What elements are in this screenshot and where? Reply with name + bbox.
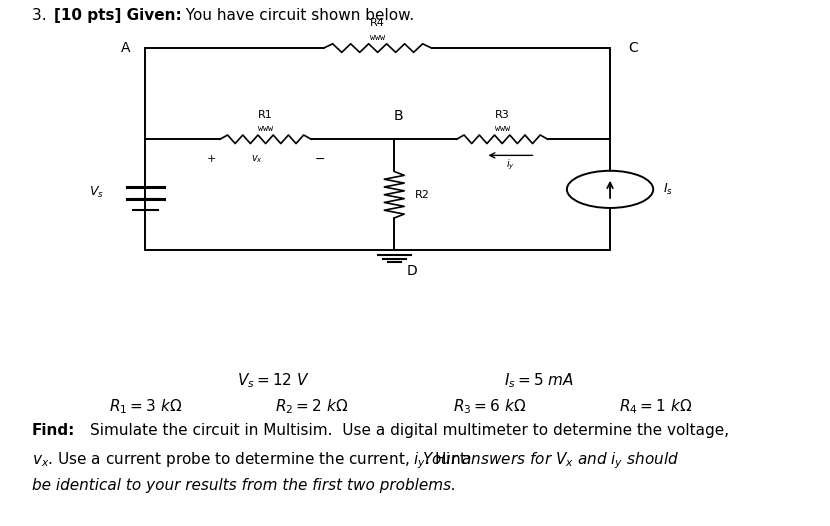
Text: You have circuit shown below.: You have circuit shown below. <box>176 8 414 23</box>
Text: +: + <box>207 154 217 164</box>
Text: D: D <box>407 265 417 278</box>
Text: $v_x$: $v_x$ <box>251 153 263 165</box>
Text: −: − <box>315 153 325 166</box>
Text: Your answers for $V_x$ and $i_y$ should: Your answers for $V_x$ and $i_y$ should <box>422 451 679 471</box>
Text: $v_x$. Use a current probe to determine the current, $i_y$. Hint:: $v_x$. Use a current probe to determine … <box>32 451 472 471</box>
Text: www: www <box>495 124 510 133</box>
Text: www: www <box>258 124 273 133</box>
Text: [10 pts] Given:: [10 pts] Given: <box>54 8 182 23</box>
Text: A: A <box>121 41 130 55</box>
Text: R1: R1 <box>258 109 273 119</box>
Text: $I_s$: $I_s$ <box>663 182 673 197</box>
Text: $V_s = 12\ V$: $V_s = 12\ V$ <box>237 371 310 390</box>
Text: $V_s$: $V_s$ <box>89 185 104 200</box>
Text: be identical to your results from the first two problems.: be identical to your results from the fi… <box>32 478 456 493</box>
Text: R2: R2 <box>415 190 430 200</box>
Text: $i_y$: $i_y$ <box>506 157 515 171</box>
Text: $R_3 = 6\ k\Omega$: $R_3 = 6\ k\Omega$ <box>453 397 526 416</box>
Text: Find:: Find: <box>32 423 75 439</box>
Text: C: C <box>628 41 638 55</box>
Text: $R_2 = 2\ k\Omega$: $R_2 = 2\ k\Omega$ <box>275 397 348 416</box>
Text: $R_4 = 1\ k\Omega$: $R_4 = 1\ k\Omega$ <box>619 397 692 416</box>
Text: 3.: 3. <box>32 8 56 23</box>
Text: www: www <box>370 33 385 42</box>
Text: R3: R3 <box>495 109 510 119</box>
Text: B: B <box>393 109 403 123</box>
Text: Simulate the circuit in Multisim.  Use a digital multimeter to determine the vol: Simulate the circuit in Multisim. Use a … <box>90 423 729 439</box>
Text: $I_s = 5\ mA$: $I_s = 5\ mA$ <box>505 371 574 390</box>
Text: $R_1 = 3\ k\Omega$: $R_1 = 3\ k\Omega$ <box>109 397 182 416</box>
Text: R4: R4 <box>370 18 385 28</box>
